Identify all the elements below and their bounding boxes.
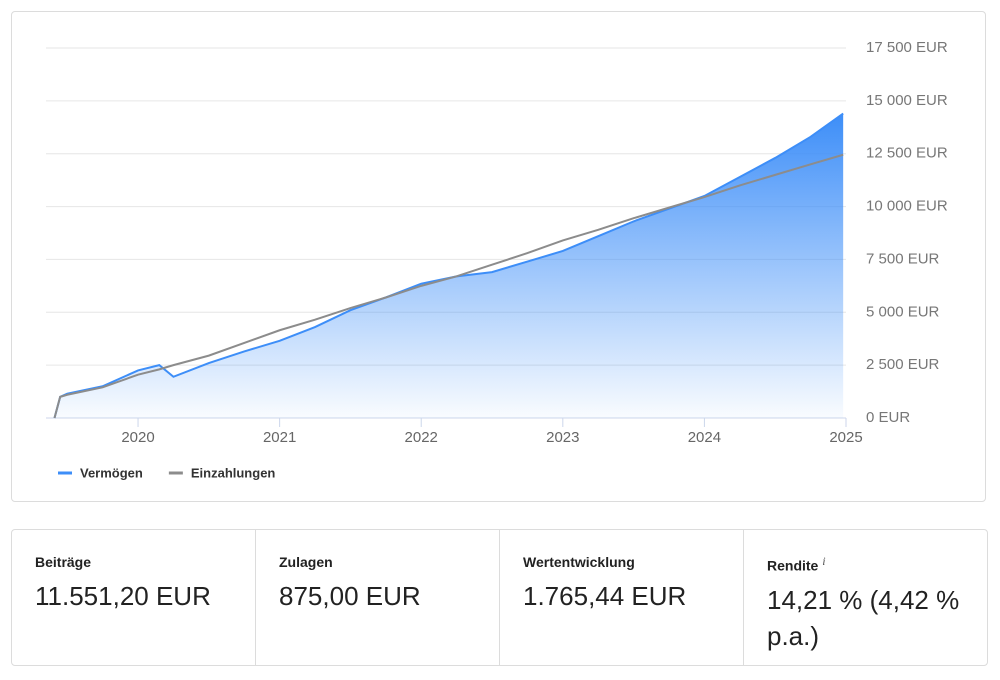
y-tick-label: 10 000 EUR [866, 198, 948, 215]
stat-value: 875,00 EUR [279, 581, 421, 611]
x-tick-label: 2024 [688, 429, 721, 446]
stat: Wertentwicklung 1.765,44 EUR [499, 530, 743, 665]
y-tick-label: 2 500 EUR [866, 356, 940, 373]
y-tick-label: 15 000 EUR [866, 92, 948, 109]
stat: Beiträge 11.551,20 EUR [12, 530, 255, 665]
stat-value: 11.551,20 EUR [35, 581, 211, 611]
y-tick-label: 17 500 EUR [866, 39, 948, 56]
line [53, 153, 844, 419]
stat-label: Wertentwicklung [523, 554, 635, 570]
y-tick-label: 7 500 EUR [866, 250, 940, 267]
legend-label: Einzahlungen [191, 465, 276, 480]
chart-card [11, 11, 986, 502]
x-tick-label: 2025 [829, 429, 862, 446]
x-tick-label: 2022 [405, 429, 438, 446]
chart: 0 EUR 2 500 EUR 5 000 EUR 7 500 EUR 10 000 E… [46, 39, 948, 480]
stat-label: Rendite [767, 557, 819, 574]
stat: Rendite i 14,21 % (4,42 % p.a.) [743, 530, 987, 665]
y-tick-label: 5 000 EUR [866, 303, 940, 320]
y-tick-label: 0 EUR [866, 409, 910, 426]
y-tick-label: 12 500 EUR [866, 145, 948, 162]
stat-label: Beiträge [35, 554, 92, 570]
x-tick-label: 2020 [121, 429, 154, 446]
stat-label-wrap: Rendite i [767, 554, 987, 574]
stat-value: 1.765,44 EUR [523, 581, 687, 611]
legend-label: Vermögen [80, 465, 143, 480]
stat: Zulagen 875,00 EUR [255, 530, 499, 665]
stat-value: 14,21 % (4,42 % p.a.) [767, 584, 960, 651]
area [54, 113, 844, 419]
stat-label: Zulagen [279, 554, 333, 570]
x-tick-label: 2021 [263, 429, 296, 446]
x-tick-label: 2023 [546, 429, 579, 446]
info-icon[interactable]: i [822, 554, 826, 568]
summary: Beiträge 11.551,20 EUR Zulagen 875,00 EUR … [11, 529, 988, 666]
